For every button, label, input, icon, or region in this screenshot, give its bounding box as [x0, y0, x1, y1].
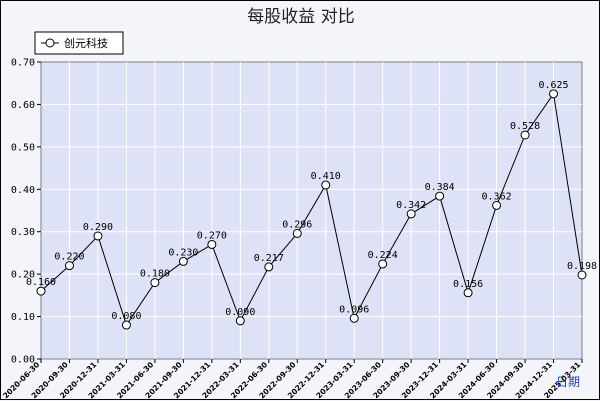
data-point	[378, 259, 388, 269]
data-point	[520, 130, 530, 140]
data-point	[549, 89, 559, 99]
y-tick-label: 0.70	[11, 58, 35, 69]
series-line	[36, 89, 587, 330]
y-tick-label: 0.20	[11, 270, 35, 281]
data-label: 0.090	[225, 307, 255, 318]
data-point	[264, 262, 274, 272]
y-tick-label: 0.30	[11, 227, 35, 238]
data-point	[577, 270, 587, 280]
data-label: 0.342	[396, 200, 426, 211]
data-label: 0.160	[26, 277, 56, 288]
data-label: 0.384	[425, 182, 455, 193]
data-point	[207, 239, 217, 249]
data-point	[235, 316, 245, 326]
data-point	[93, 231, 103, 241]
data-point	[349, 313, 359, 323]
y-tick-label: 0.50	[11, 142, 35, 153]
data-label: 0.362	[482, 191, 512, 202]
data-label: 0.096	[339, 304, 369, 315]
data-label: 0.156	[453, 279, 483, 290]
y-tick-label: 0.40	[11, 185, 35, 196]
x-axis-label: 日期	[556, 375, 580, 389]
data-point	[121, 320, 131, 330]
y-tick-label: 0.10	[11, 312, 35, 323]
data-label: 0.290	[83, 222, 113, 233]
plot-area	[40, 61, 583, 360]
data-point	[150, 278, 160, 288]
y-tick-label: 0.60	[11, 100, 35, 111]
data-label: 0.625	[538, 80, 568, 91]
data-label: 0.230	[168, 247, 198, 258]
data-point	[463, 288, 473, 298]
grid	[41, 62, 582, 359]
data-label: 0.198	[567, 261, 597, 272]
data-point	[406, 209, 416, 219]
y-axis: 0.00 0.10 0.20 0.30 0.40 0.50 0.60 0.70	[11, 58, 41, 366]
data-point	[492, 200, 502, 210]
series-polyline	[40, 92, 583, 327]
legend-box	[34, 31, 124, 55]
data-point	[321, 180, 331, 190]
data-label: 0.080	[111, 311, 141, 322]
x-axis: 2020-06-302020-09-302020-12-312021-03-31…	[1, 359, 583, 400]
legend-marker-swatch	[45, 38, 55, 48]
y-tick-label: 0.00	[11, 355, 35, 366]
chart-title: 每股收益 对比	[247, 7, 354, 27]
data-point	[292, 228, 302, 238]
data-label: 0.528	[510, 121, 540, 132]
data-label: 0.180	[140, 269, 170, 280]
data-point	[64, 261, 74, 271]
data-label: 0.217	[254, 253, 284, 264]
data-label: 0.270	[197, 230, 227, 241]
data-label: 0.296	[282, 219, 312, 230]
data-point	[36, 286, 46, 296]
data-label: 0.220	[54, 252, 84, 263]
legend-series-name: 创元科技	[64, 36, 108, 50]
data-point	[435, 191, 445, 201]
data-label: 0.410	[311, 171, 341, 182]
data-label: 0.224	[368, 250, 398, 261]
data-labels: 0.160 0.220 0.290 0.080 0.180 0.230 0.270 0.090…	[26, 80, 597, 322]
legend: 创元科技	[34, 31, 124, 55]
data-point	[178, 256, 188, 266]
